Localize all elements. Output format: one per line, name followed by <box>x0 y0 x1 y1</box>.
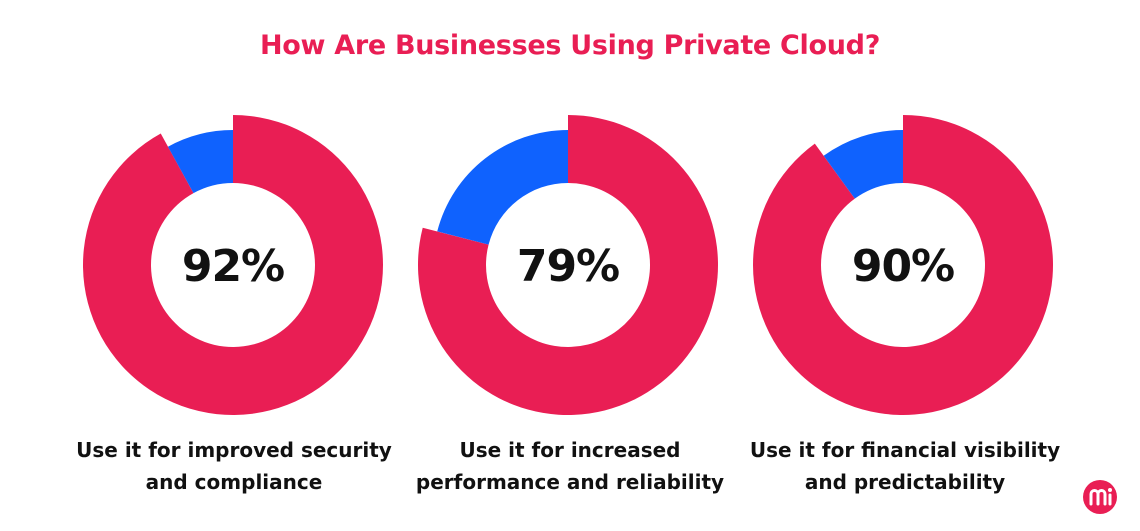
caption-3: Use it for financial visibility and pred… <box>735 434 1075 498</box>
donut-2-value-slice <box>417 115 718 416</box>
caption-3-line-2: and predictability <box>804 470 1006 494</box>
caption-2-line-2: performance and reliability <box>415 470 725 494</box>
caption-3-line-1: Use it for financial visibility <box>749 438 1061 462</box>
caption-2-line-1: Use it for increased <box>459 438 681 462</box>
donut-chart-3: 90% <box>753 115 1054 415</box>
donut-chart-1: 92% <box>82 115 383 416</box>
donut-1-remainder-slice <box>167 130 233 194</box>
chart-title: How Are Businesses Using Private Cloud? <box>259 30 881 61</box>
donut-1-percent-label: 92% <box>182 241 284 292</box>
caption-1-line-1: Use it for improved security <box>76 438 392 462</box>
donut-1-value-slice <box>82 115 383 416</box>
caption-1: Use it for improved security and complia… <box>64 434 404 498</box>
donut-3-remainder-slice <box>823 130 903 199</box>
caption-2: Use it for increased performance and rel… <box>400 434 740 498</box>
caption-1-line-2: and compliance <box>145 470 323 494</box>
donut-3-value-slice <box>753 115 1054 415</box>
donut-2-percent-label: 79% <box>517 241 619 292</box>
donut-chart-2: 79% <box>417 115 718 416</box>
donut-3-percent-label: 90% <box>852 241 954 292</box>
donut-2-remainder-slice <box>437 130 568 245</box>
mi-logo-icon <box>1083 480 1117 514</box>
